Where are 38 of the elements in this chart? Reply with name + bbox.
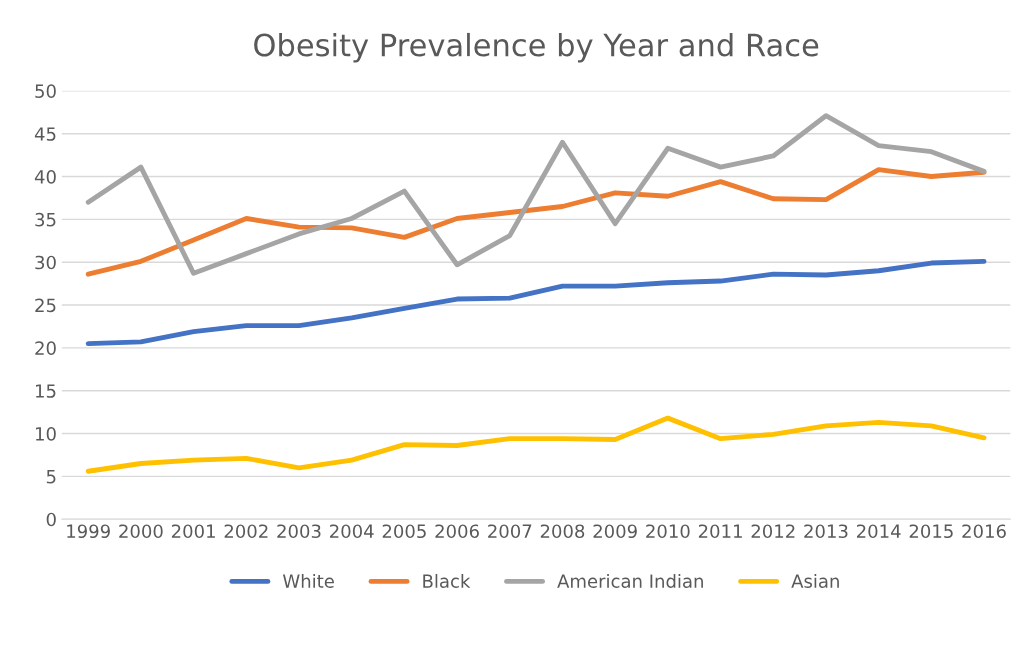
x-tick-label: 2005 (382, 524, 426, 539)
y-tick-label: 35 (35, 212, 56, 227)
x-tick-label: 2002 (224, 524, 268, 539)
x-tick-label: 2014 (856, 524, 901, 539)
x-tick-label: 2004 (330, 524, 374, 539)
y-tick-label: 5 (46, 470, 56, 484)
y-tick-label: 45 (34, 127, 56, 141)
x-tick-label: 2003 (277, 524, 321, 539)
x-tick-label: 2016 (962, 524, 1006, 539)
line-series (85, 415, 987, 474)
line-series (85, 113, 987, 276)
x-tick-label: 2011 (698, 524, 742, 539)
y-tick-label: 15 (36, 384, 56, 398)
x-tick-label: 2015 (909, 524, 953, 539)
x-tick-label: 2006 (435, 524, 479, 539)
x-tick-label: 2013 (804, 524, 848, 539)
x-tick-label: 2010 (646, 524, 690, 539)
x-tick-label: 2000 (119, 524, 163, 539)
y-tick-label: 10 (36, 426, 56, 441)
x-tick-label: 2001 (171, 524, 215, 539)
line-series (85, 258, 987, 347)
x-tick-label: 2012 (751, 524, 795, 539)
legend-label: Asian (791, 574, 839, 588)
line-series (85, 167, 987, 277)
x-tick-label: 2009 (593, 524, 637, 539)
chart-title: Obesity Prevalence by Year and Race (254, 32, 819, 63)
y-tick-label: 50 (35, 84, 56, 98)
x-tick-label: 2008 (540, 524, 585, 539)
y-tick-label: 30 (35, 255, 56, 270)
y-tick-label: 0 (46, 512, 56, 527)
x-tick-label: 2007 (488, 524, 532, 539)
legend-label: Black (423, 574, 471, 588)
y-tick-label: 20 (35, 341, 56, 355)
legend-label: White (282, 574, 334, 588)
y-tick-label: 40 (34, 169, 56, 184)
legend-label: American Indian (557, 574, 703, 588)
y-tick-label: 25 (35, 298, 56, 313)
x-tick-label: 1999 (67, 524, 110, 539)
